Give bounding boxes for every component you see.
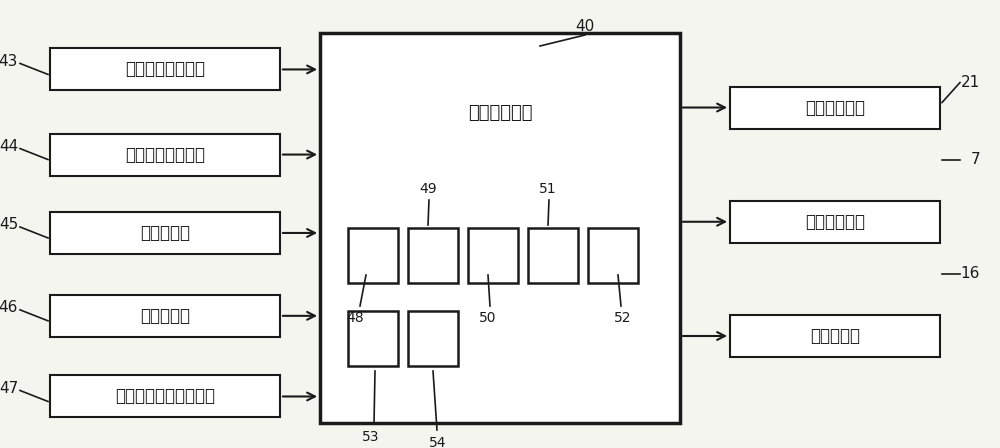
Text: 45: 45 — [0, 217, 18, 233]
Bar — [348, 311, 398, 366]
Text: 离合器致动器: 离合器致动器 — [805, 213, 865, 231]
Bar — [730, 86, 940, 129]
Text: 实际齿轮级检测部: 实际齿轮级检测部 — [125, 146, 205, 164]
Bar — [50, 134, 280, 176]
Text: 48: 48 — [346, 311, 364, 325]
Bar — [528, 228, 578, 283]
Bar — [468, 228, 518, 283]
Text: 换挡致动器: 换挡致动器 — [810, 327, 860, 345]
Bar — [408, 228, 458, 283]
Text: 变速控制装置: 变速控制装置 — [468, 104, 532, 122]
Bar — [730, 315, 940, 357]
Text: 43: 43 — [0, 54, 18, 69]
Text: 坡度检测部: 坡度检测部 — [140, 224, 190, 242]
Text: 车速检测部: 车速检测部 — [140, 307, 190, 325]
Bar — [348, 228, 398, 283]
Text: 52: 52 — [614, 311, 632, 325]
Text: 49: 49 — [419, 182, 437, 196]
Bar — [408, 311, 458, 366]
Text: 21: 21 — [961, 75, 980, 90]
Bar — [320, 33, 680, 423]
Text: 启动器驱动信号输入部: 启动器驱动信号输入部 — [115, 388, 215, 405]
Bar — [588, 228, 638, 283]
Bar — [50, 212, 280, 254]
Bar — [50, 375, 280, 418]
Bar — [50, 295, 280, 337]
Text: 54: 54 — [429, 436, 447, 448]
Text: 50: 50 — [479, 311, 497, 325]
Text: 44: 44 — [0, 139, 18, 154]
Text: 51: 51 — [539, 182, 557, 196]
Bar — [730, 201, 940, 243]
Bar — [50, 48, 280, 90]
Text: 47: 47 — [0, 381, 18, 396]
Text: 变速杆位置检测部: 变速杆位置检测部 — [125, 60, 205, 78]
Text: 7: 7 — [970, 152, 980, 167]
Text: 46: 46 — [0, 300, 18, 315]
Text: 16: 16 — [961, 267, 980, 281]
Text: 40: 40 — [575, 18, 595, 34]
Text: 换挡锁定机构: 换挡锁定机构 — [805, 99, 865, 116]
Text: 53: 53 — [362, 430, 380, 444]
